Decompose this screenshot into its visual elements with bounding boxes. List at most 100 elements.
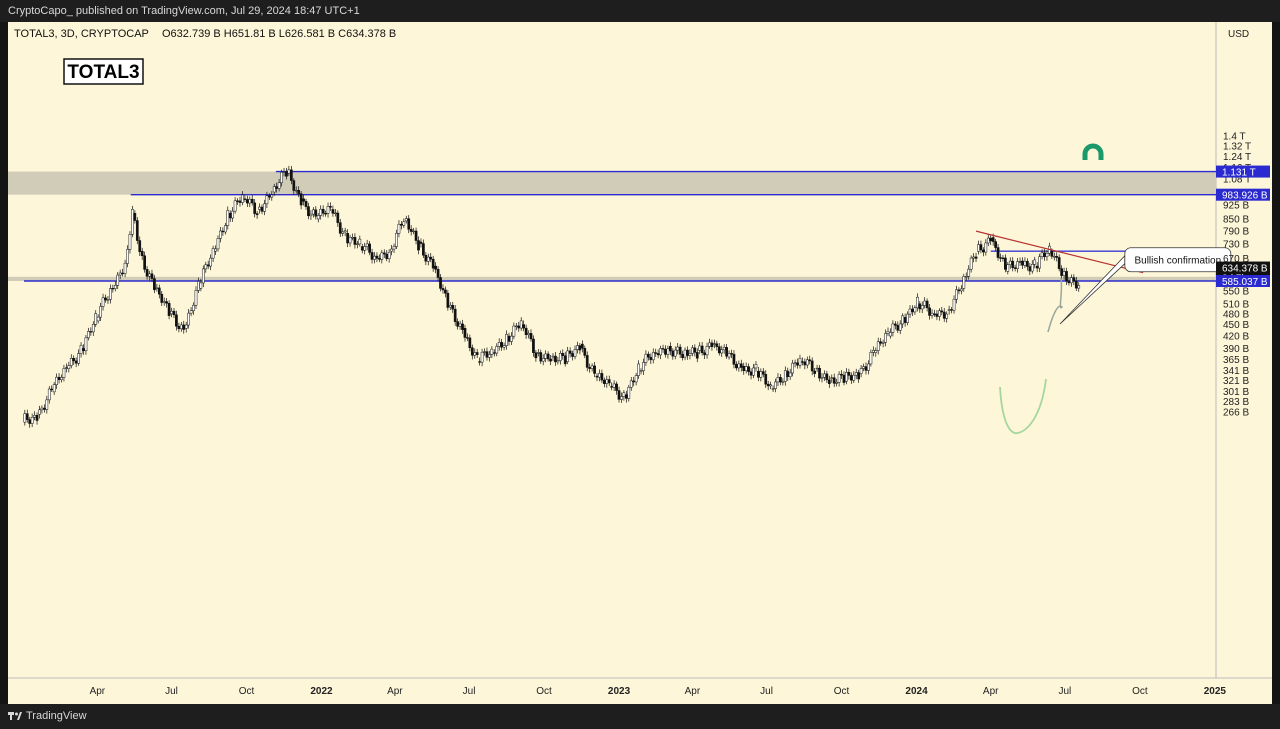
candle-body [688,353,692,356]
candle-body [546,353,550,360]
candle-body [903,317,907,323]
candle-body [316,215,320,220]
candle-body [595,375,599,378]
candle-body [715,343,719,347]
candle-body [412,230,415,233]
candle-body [243,198,247,200]
candle-body [57,376,61,380]
candle-body [201,268,205,284]
candle-body [739,363,743,368]
candle-body [1001,257,1005,259]
candle-body [867,363,870,371]
candle-body [708,342,711,347]
candle-body [884,333,887,343]
candle-body [942,311,946,319]
y-tick-label: 301 B [1223,387,1249,398]
candle-body [444,289,447,294]
plot-area[interactable] [8,22,1216,704]
candle-body [1023,261,1027,266]
supply-zone [8,276,1216,281]
x-tick-label: Jul [165,686,178,697]
candle-body [321,208,325,214]
candle-body [1011,260,1015,268]
candle-body [1008,260,1012,265]
candle-body [590,365,594,369]
candle-body [510,335,513,342]
tradingview-logo-icon [8,712,22,721]
candle-body [473,352,477,356]
candle-body [475,352,479,355]
candle-body [600,373,604,381]
x-tick-label: Jul [1058,686,1071,697]
y-tick-label: 365 B [1223,355,1249,366]
candle-body [678,346,682,355]
candle-body [206,264,210,267]
candle-body [282,171,286,173]
candle-body [165,301,168,304]
candle-body [72,358,76,362]
candle-body [972,256,975,259]
candle-body [113,285,117,289]
candle-body [47,388,51,401]
candle-body [121,272,124,275]
candle-body [764,374,768,385]
candle-body [964,276,968,278]
candle-body [267,195,271,198]
candle-body [627,387,631,399]
y-tick-label: 925 B [1223,200,1249,211]
candle-body [925,300,929,309]
candle-body [666,348,670,355]
chart[interactable]: Bullish confirmation 1.4 T1.32 T1.24 T 1.… [0,22,1280,704]
candle-body [131,208,134,235]
candle-body [184,324,188,329]
candle-body [534,352,538,359]
candle-body [1060,268,1063,276]
candle-body [947,309,951,311]
candle-body [622,392,626,397]
candle-body [935,313,939,317]
candle-body [1028,266,1032,272]
candle-body [1070,277,1073,284]
candle-body [214,248,217,252]
candle-body [717,346,721,354]
candle-body [661,348,665,350]
candle-body [309,213,313,217]
candle-body [654,352,658,354]
ohlc-line: O632.739 B H651.81 B L626.581 B C634.378… [162,28,396,40]
candle-body [915,296,919,308]
candle-body [578,345,582,351]
candle-body [524,327,528,335]
y-tick-label: 790 B [1223,227,1249,238]
candle-body [695,352,699,359]
candle-body [551,355,555,358]
price-axis[interactable] [1216,22,1272,704]
candle-body [705,346,709,356]
x-tick-label: Oct [834,686,850,697]
candle-body [424,254,428,262]
candle-body [901,315,905,325]
candle-body [522,324,526,329]
candle-body [742,366,746,371]
candle-body [1067,280,1071,284]
candle-body [128,234,132,250]
candle-body [495,346,499,354]
candle-body [730,353,733,355]
candle-body [82,348,85,352]
candle-body [791,362,794,374]
candle-body [50,388,54,391]
x-tick-label: 2023 [608,686,631,697]
candle-body [759,371,763,378]
candle-body [67,365,71,369]
candle-body [351,237,354,239]
y-tick-label: 1.08 T [1223,175,1251,186]
candle-body [862,366,865,369]
candle-body [478,361,481,363]
candle-body [358,238,362,245]
candle-body [55,376,58,386]
annotation-text: Bullish confirmation [1134,256,1221,267]
candle-body [145,269,149,277]
candle-body [754,364,758,369]
candle-body [583,348,587,356]
candle-body [913,307,917,313]
candle-body [228,212,232,219]
